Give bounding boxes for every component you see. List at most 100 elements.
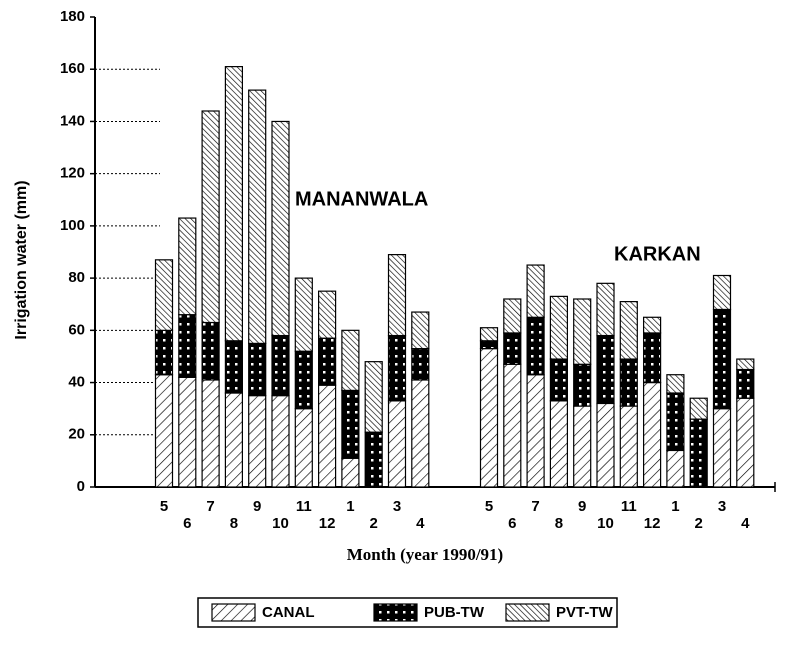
legend-swatch [373, 603, 418, 622]
bar-segment [271, 120, 290, 337]
bar-segment [666, 374, 685, 394]
x-tick-label: 8 [230, 515, 238, 532]
bar-segment [224, 392, 243, 488]
x-tick-label: 4 [416, 515, 425, 532]
bar-segment [271, 334, 290, 397]
bar-segment [573, 298, 592, 365]
bar-segment [736, 397, 755, 488]
bar-segment [689, 397, 708, 420]
y-axis-label: Irrigation water (mm) [13, 180, 30, 339]
legend-label: PVT-TW [556, 604, 614, 621]
bar-segment [479, 348, 499, 488]
x-tick-label: 4 [741, 515, 750, 532]
x-tick-label: 12 [644, 515, 661, 532]
bar-segment [248, 395, 267, 488]
legend-label: PUB-TW [424, 604, 485, 621]
bar-segment [479, 327, 499, 342]
bar-segment [642, 316, 662, 334]
bar-segment [294, 277, 313, 352]
bar-segment [387, 254, 407, 337]
bar-segment [387, 400, 407, 488]
bar-segment [666, 392, 685, 452]
x-tick-label: 1 [671, 498, 679, 515]
x-tick-label: 10 [597, 515, 614, 532]
bar-segment [596, 334, 615, 405]
x-tick-label: 5 [485, 498, 493, 515]
bar-segment [224, 340, 243, 394]
bar-segment [526, 316, 545, 376]
bar-segment [364, 361, 383, 433]
x-tick-label: 10 [272, 515, 289, 532]
x-tick-label: 8 [555, 515, 563, 532]
bar-segment [712, 308, 732, 410]
bar-segment [364, 431, 383, 488]
y-tick-label: 180 [60, 8, 85, 25]
bar-segment [619, 301, 638, 360]
bar-segment [503, 332, 522, 365]
x-tick-label: 7 [531, 498, 539, 515]
bar-segment [224, 66, 243, 342]
bar-segment [642, 381, 662, 488]
x-tick-label: 6 [183, 515, 191, 532]
bar-segment [503, 298, 522, 334]
bar-segment [271, 395, 290, 488]
bar-segment [154, 329, 174, 376]
x-tick-label: 9 [253, 498, 261, 515]
bar-segment [341, 329, 360, 391]
bar-segment [549, 295, 569, 360]
x-tick-label: 11 [296, 498, 312, 515]
x-tick-label: 3 [393, 498, 401, 515]
bar-segment [573, 363, 592, 407]
y-tick-label: 100 [60, 217, 85, 234]
bar-segment [154, 374, 174, 488]
bar-segment [689, 418, 708, 488]
bar-segment [573, 405, 592, 488]
bar-segment [712, 408, 732, 488]
bar-segment [736, 358, 755, 371]
y-tick-label: 140 [60, 112, 85, 129]
legend-swatch [505, 603, 550, 622]
y-tick-label: 60 [68, 321, 85, 338]
bar-segment [596, 402, 615, 488]
bar-segment [642, 332, 662, 384]
legend-swatch [211, 603, 256, 622]
bar-segment [178, 217, 197, 316]
bar-segment [387, 334, 407, 402]
bar-segment [549, 358, 569, 402]
y-tick-label: 20 [68, 426, 85, 443]
bar-segment [411, 311, 430, 350]
x-tick-label: 5 [160, 498, 168, 515]
bar-segment [178, 376, 197, 488]
bar-segment [411, 348, 430, 381]
bar-segment [666, 449, 685, 488]
bar-segment [411, 379, 430, 488]
bar-segment [201, 321, 220, 381]
bar-segment [201, 110, 220, 324]
x-axis-label: Month (year 1990/91) [347, 545, 503, 564]
bar-segment [294, 408, 313, 488]
y-tick-label: 120 [60, 165, 85, 182]
bar-segment [248, 342, 267, 397]
bar-segment [248, 89, 267, 344]
bar-segment [526, 264, 545, 318]
legend-label: CANAL [262, 604, 315, 621]
group-label: KARKAN [614, 243, 701, 265]
bar-segment [479, 340, 499, 350]
x-tick-label: 7 [206, 498, 214, 515]
bar-segment [596, 282, 615, 337]
y-tick-label: 80 [68, 269, 85, 286]
x-tick-label: 2 [695, 515, 703, 532]
bar-segment [294, 350, 313, 410]
bar-segment [619, 405, 638, 488]
bar-segment [503, 363, 522, 488]
x-tick-label: 11 [621, 498, 637, 515]
bar-segment [549, 400, 569, 488]
bar-segment [318, 384, 337, 488]
bar-segment [201, 379, 220, 488]
bar-segment [619, 358, 638, 407]
x-tick-label: 2 [370, 515, 378, 532]
bar-segment [341, 389, 360, 459]
x-tick-label: 9 [578, 498, 586, 515]
y-tick-label: 0 [77, 478, 85, 495]
